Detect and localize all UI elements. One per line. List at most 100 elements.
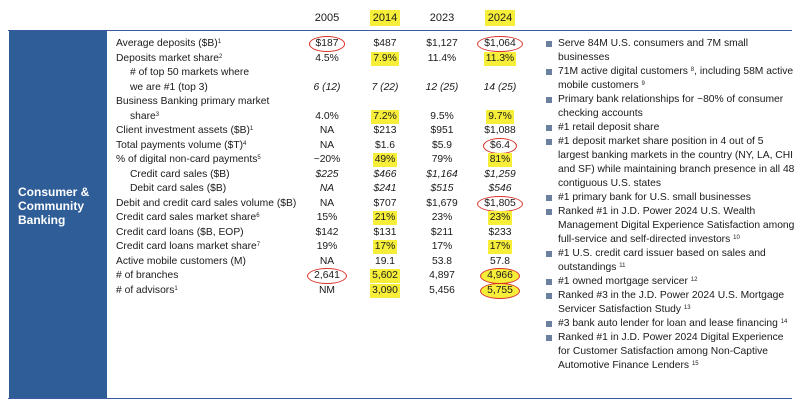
- bullet-text: #1 deposit market share position in 4 ou…: [558, 136, 764, 147]
- highlighted-value: 7.9%: [371, 51, 399, 66]
- highlighted-value: 17%: [487, 240, 513, 254]
- bullet-text: Primary bank relationships for ~80% of c…: [558, 94, 784, 105]
- metric-label-text: Business Banking primary market: [116, 96, 270, 107]
- segment-title: Consumer & Community Banking: [18, 185, 90, 227]
- metric-value-2005: NA: [298, 182, 356, 196]
- metric-label: share3: [130, 110, 159, 124]
- footnote-marker: 6: [256, 213, 260, 219]
- metric-label-text: Credit card loans market share: [116, 241, 257, 252]
- metric-value-2005: 6 (12): [298, 81, 356, 95]
- metric-value-2023: $1,679: [412, 197, 472, 211]
- bullet-square-icon: [546, 139, 552, 145]
- metric-label-text: Client investment assets ($B): [116, 125, 250, 136]
- bottom-divider: [8, 398, 792, 399]
- metric-value-2023: $951: [412, 124, 472, 138]
- value-text: NA: [319, 183, 335, 194]
- value-text: 15%: [316, 212, 338, 223]
- highlight-bullet: #1 primary bank for U.S. small businesse…: [546, 191, 796, 205]
- value-text: $466: [373, 168, 397, 180]
- bullet-text: businesses: [558, 52, 610, 63]
- footnote-marker: 14: [780, 319, 788, 325]
- metric-label-text: % of digital non-card payments: [116, 154, 258, 165]
- metric-value-2024: 81%: [472, 153, 528, 167]
- bullet-text: for Customer Satisfaction among Non-Capt…: [558, 346, 769, 357]
- metric-value-2014: 7.9%: [356, 51, 414, 66]
- footnote-marker: 12: [690, 277, 698, 283]
- metric-value-2024: 4,966: [472, 268, 528, 284]
- highlight-bullet: #1 retail deposit share: [546, 121, 796, 135]
- bullet-text: #1 owned mortgage servicer: [558, 276, 691, 287]
- footnote-marker: 9: [641, 81, 645, 87]
- bullet-text: in all 48 contiguous U.S. states: [558, 164, 795, 189]
- value-text: $5.9: [431, 139, 453, 151]
- bullet-square-icon: [546, 279, 552, 285]
- metric-value-2023: $5.9: [412, 139, 472, 153]
- metric-value-2023: 12 (25): [412, 81, 472, 95]
- metric-value-2023: $515: [412, 182, 472, 196]
- value-text: 57.8: [489, 255, 511, 267]
- metric-value-2014: 21%: [356, 211, 414, 225]
- value-text: 14 (25): [483, 81, 517, 93]
- value-text: NA: [319, 139, 335, 151]
- metric-value-2024: $1,088: [472, 124, 528, 138]
- metric-label: we are #1 (top 3): [130, 81, 208, 95]
- footnote-marker: 11: [619, 263, 626, 269]
- value-text: 23%: [431, 212, 453, 223]
- metric-label-text: Credit card sales market share: [116, 212, 257, 223]
- value-text: 9.5%: [430, 110, 454, 122]
- highlighted-value: 5,602: [370, 269, 400, 283]
- footnote-marker: 8: [690, 67, 695, 73]
- value-text: 19%: [316, 241, 338, 252]
- column-header-label: 2014: [369, 10, 401, 26]
- metric-value-2005: NA: [298, 197, 356, 211]
- bullet-square-icon: [546, 321, 552, 327]
- metric-value-2023: 17%: [412, 240, 472, 254]
- bullet-text: , including 58M: [694, 66, 767, 77]
- value-text: 19.1: [374, 255, 396, 267]
- metric-value-2023: 4,897: [412, 269, 472, 283]
- metric-label: Business Banking primary market: [116, 95, 269, 109]
- metric-value-2024: $6.4: [472, 137, 528, 154]
- value-text: $487: [373, 38, 397, 49]
- bullet-text: largest banking markets in the country (…: [558, 150, 776, 161]
- metric-value-2005: $187: [298, 36, 356, 52]
- circled-value: $187: [308, 36, 346, 52]
- value-text: $131: [373, 226, 397, 238]
- value-text: $1,127: [426, 38, 458, 49]
- value-text: NA: [319, 197, 335, 209]
- value-text: $1,164: [426, 168, 458, 180]
- metric-value-2014: 19.1: [356, 255, 414, 269]
- value-text: 12 (25): [425, 81, 459, 93]
- metric-value-2005: 4.0%: [298, 110, 356, 124]
- metric-value-2014: 7 (22): [356, 81, 414, 95]
- bullet-square-icon: [546, 41, 552, 47]
- highlighted-value: 23%: [487, 211, 513, 225]
- metric-label-text: Credit card loans ($B, EOP): [116, 226, 244, 238]
- bullet-text: checking accounts: [558, 108, 643, 119]
- value-text: 5,456: [429, 284, 455, 296]
- value-text: NA: [319, 125, 335, 136]
- metric-value-2014: $707: [356, 197, 414, 211]
- metric-value-2014: $241: [356, 182, 414, 196]
- value-text: $142: [315, 226, 339, 238]
- bullet-text: #3 bank auto lender for loan and lease: [558, 318, 737, 329]
- metric-value-2014: $1.6: [356, 139, 414, 153]
- metric-label: Average deposits ($B)1: [116, 37, 221, 51]
- metric-label-text: Active mobile customers (M): [116, 255, 246, 267]
- footnote-marker: 13: [683, 305, 691, 311]
- value-text: NM: [318, 284, 335, 296]
- circled-value: 5,755: [480, 282, 520, 299]
- bullet-square-icon: [546, 251, 552, 257]
- bullet-text: Serve 84M U.S. consumers and 7M small: [558, 38, 748, 49]
- metric-value-2014: $487: [356, 37, 414, 51]
- circled-value: 4,966: [480, 268, 520, 284]
- metric-value-2023: 5,456: [412, 284, 472, 298]
- value-text: $213: [373, 125, 397, 136]
- bullet-text: active mobile customers: [558, 66, 794, 91]
- value-text: $1,259: [484, 168, 516, 180]
- value-text: $1.6: [374, 139, 396, 151]
- metric-label-text: # of top 50 markets where: [130, 67, 250, 78]
- bullet-square-icon: [546, 125, 552, 131]
- footnote-marker: 7: [256, 242, 261, 248]
- value-text: 17%: [431, 241, 453, 252]
